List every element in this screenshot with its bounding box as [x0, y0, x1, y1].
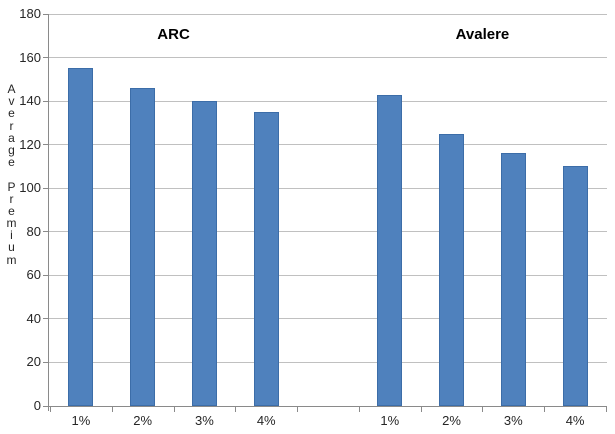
- y-axis-tick: [43, 274, 48, 276]
- y-tick-label: 120: [19, 136, 41, 152]
- group-label-arc: ARC: [157, 26, 190, 43]
- y-tick-label: 100: [19, 180, 41, 196]
- x-axis-tick: [235, 407, 237, 412]
- y-tick-label: 180: [19, 6, 41, 21]
- y-tick-label: 40: [26, 310, 41, 326]
- y-axis-title-letter: r: [9, 191, 14, 206]
- x-category-label: 4%: [256, 413, 276, 428]
- y-axis-tick: [43, 231, 48, 233]
- group-label-avalere: Avalere: [455, 26, 510, 43]
- gridline: [48, 144, 607, 146]
- x-category-label: 1%: [71, 413, 91, 428]
- y-axis-title-letter: r: [9, 118, 14, 133]
- bar-arc-1%: [68, 68, 94, 406]
- gridline: [48, 13, 607, 15]
- gridline: [48, 318, 607, 320]
- y-axis-title-letter: a: [8, 130, 15, 145]
- x-axis-tick: [482, 407, 484, 412]
- y-axis-title-letter: u: [8, 240, 15, 255]
- gridline: [48, 231, 607, 233]
- y-axis-title-letter: g: [8, 142, 15, 157]
- y-axis-tick: [43, 361, 48, 363]
- x-category-label: 2%: [442, 413, 461, 428]
- x-category-label: 1%: [380, 413, 400, 428]
- y-axis-line: [48, 14, 49, 411]
- y-tick-label: 80: [26, 223, 41, 239]
- gridline: [48, 361, 607, 363]
- y-axis-title-letter: e: [8, 203, 15, 218]
- x-axis-tick: [544, 407, 546, 412]
- x-axis-tick: [173, 407, 175, 412]
- gridline: [48, 100, 607, 102]
- y-axis-tick: [43, 187, 48, 189]
- x-category-label: 4%: [565, 413, 585, 428]
- y-axis-tick: [43, 100, 48, 102]
- gridline: [48, 274, 607, 276]
- y-tick-label: 20: [26, 354, 41, 370]
- bar-arc-2%: [130, 88, 156, 406]
- y-axis-title-letter: v: [8, 94, 15, 109]
- y-axis-tick: [43, 318, 48, 320]
- x-category-label: 3%: [195, 413, 214, 428]
- x-axis-tick: [358, 407, 360, 412]
- y-axis-tick: [43, 405, 48, 407]
- bar-arc-4%: [253, 112, 279, 406]
- y-axis-tick: [43, 57, 48, 59]
- bar-arc-3%: [191, 101, 217, 406]
- y-tick-label: 60: [26, 267, 41, 283]
- gridline: [48, 57, 607, 59]
- y-axis-title-letter: m: [6, 252, 17, 267]
- bar-avalere-1%: [377, 94, 403, 406]
- y-axis-title-letter: m: [6, 216, 17, 231]
- x-axis-tick: [297, 407, 299, 412]
- y-tick-label: 140: [19, 93, 41, 109]
- y-tick-label: 0: [33, 398, 41, 413]
- x-axis-tick: [50, 407, 51, 412]
- y-axis-tick: [43, 144, 48, 146]
- gridline: [48, 187, 607, 189]
- x-category-label: 3%: [503, 413, 523, 428]
- y-tick-label: 160: [19, 49, 41, 65]
- y-axis-title-letter: A: [7, 82, 16, 96]
- y-axis-title-letter: e: [8, 106, 15, 121]
- y-axis-title-letter: e: [8, 155, 15, 170]
- bar-avalere-2%: [439, 133, 465, 406]
- x-axis-tick: [111, 407, 113, 412]
- x-axis-tick: [606, 407, 607, 412]
- bar-avalere-3%: [500, 153, 526, 406]
- y-axis-title-letter: P: [7, 179, 16, 194]
- bar-avalere-4%: [562, 166, 588, 406]
- x-axis-tick: [420, 407, 422, 412]
- x-category-label: 2%: [133, 413, 153, 428]
- y-axis-title-letter: i: [10, 228, 13, 243]
- x-axis-line: [48, 406, 607, 407]
- y-axis-tick: [43, 13, 48, 15]
